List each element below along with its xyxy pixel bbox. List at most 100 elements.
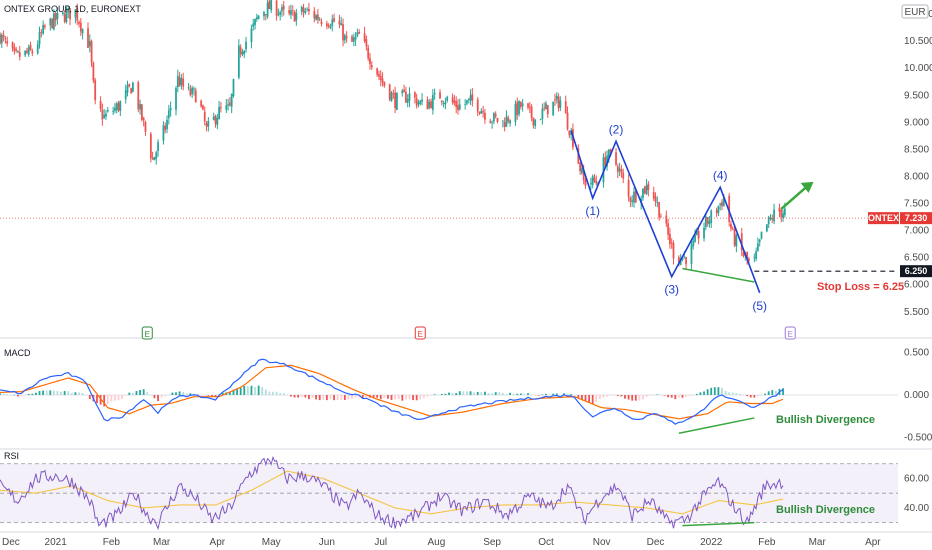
candle-body bbox=[731, 228, 734, 230]
macd-histogram-bar bbox=[581, 395, 583, 400]
candle-body bbox=[151, 158, 154, 160]
candle-body bbox=[507, 117, 510, 122]
macd-histogram-bar bbox=[38, 391, 41, 395]
macd-histogram-bar bbox=[42, 390, 45, 395]
candle-body bbox=[257, 15, 260, 19]
earnings-marker bbox=[414, 326, 426, 340]
candle-body bbox=[302, 7, 305, 13]
candle-body bbox=[516, 102, 519, 116]
candle-body bbox=[746, 251, 749, 260]
macd-histogram-bar bbox=[200, 395, 203, 396]
earnings-marker-label: E bbox=[788, 330, 793, 339]
candle-body bbox=[126, 85, 129, 93]
candle-body bbox=[433, 92, 436, 95]
candle-body bbox=[419, 100, 422, 105]
candle-body bbox=[589, 183, 592, 184]
candle-body bbox=[717, 206, 720, 214]
rsi-line bbox=[0, 455, 784, 531]
candle-body bbox=[88, 40, 91, 47]
candle-body bbox=[446, 96, 449, 101]
candle-body bbox=[480, 110, 483, 114]
candle-body bbox=[369, 58, 371, 65]
macd-histogram-bar bbox=[304, 395, 307, 398]
candle-body bbox=[595, 180, 598, 184]
macd-histogram-bar bbox=[699, 392, 702, 395]
candle-body bbox=[783, 208, 786, 216]
candle-body bbox=[202, 105, 204, 110]
macd-histogram-bar bbox=[749, 395, 752, 398]
candle-body bbox=[780, 209, 783, 218]
macd-histogram-bar bbox=[491, 393, 494, 395]
macd-histogram-bar bbox=[311, 395, 314, 399]
candle-body bbox=[112, 110, 115, 112]
macd-histogram-bar bbox=[275, 391, 278, 395]
macd-histogram-bar bbox=[685, 395, 687, 397]
candle-body bbox=[300, 6, 303, 12]
macd-histogram-bar bbox=[609, 395, 612, 396]
candle-body bbox=[320, 21, 323, 24]
macd-histogram-bar bbox=[652, 394, 655, 396]
candle-body bbox=[56, 13, 59, 19]
candle-body bbox=[281, 7, 283, 12]
candle-body bbox=[194, 90, 197, 103]
earnings-marker bbox=[141, 326, 153, 340]
candle-body bbox=[78, 21, 80, 24]
candle-body bbox=[164, 125, 167, 131]
macd-histogram-bar bbox=[282, 393, 285, 395]
candle-body bbox=[157, 142, 159, 152]
candle-body bbox=[753, 257, 756, 259]
macd-histogram-bar bbox=[351, 395, 353, 400]
candle-body bbox=[695, 231, 698, 236]
candle-body bbox=[426, 99, 429, 110]
candle-body bbox=[290, 10, 292, 15]
candle-body bbox=[38, 32, 41, 45]
candle-body bbox=[708, 221, 711, 225]
candle-body bbox=[765, 224, 768, 232]
candle-body bbox=[325, 23, 328, 27]
candle-body bbox=[31, 50, 34, 54]
wave-label: (3) bbox=[664, 283, 679, 297]
macd-histogram-bar bbox=[415, 395, 418, 401]
candle-body bbox=[656, 202, 659, 204]
candle-body bbox=[51, 18, 53, 29]
target-arrow-head bbox=[800, 181, 814, 193]
candle-body bbox=[52, 13, 55, 30]
macd-histogram-bar bbox=[591, 395, 594, 404]
candle-body bbox=[692, 240, 695, 247]
candle-body bbox=[408, 93, 411, 101]
candle-body bbox=[528, 106, 531, 108]
candle-body bbox=[345, 36, 348, 39]
price-tick-label: 8.000 bbox=[904, 171, 929, 182]
candle-body bbox=[178, 77, 181, 87]
macd-histogram-bar bbox=[135, 391, 138, 395]
candle-body bbox=[250, 28, 253, 43]
macd-histogram-bar bbox=[322, 395, 325, 400]
candle-body bbox=[6, 41, 9, 44]
candle-body bbox=[42, 25, 45, 34]
candle-body bbox=[203, 111, 206, 122]
candle-body bbox=[541, 108, 544, 120]
price-tick-label: 10.500 bbox=[904, 36, 932, 47]
macd-histogram-bar bbox=[512, 393, 515, 395]
macd-histogram-bar bbox=[52, 390, 55, 395]
candle-body bbox=[132, 82, 134, 92]
macd-histogram-bar bbox=[469, 391, 472, 395]
macd-histogram-bar bbox=[142, 389, 145, 395]
macd-histogram-bar bbox=[735, 393, 738, 395]
macd-histogram-bar bbox=[404, 395, 407, 400]
candle-body bbox=[149, 133, 152, 159]
candle-body bbox=[376, 68, 379, 75]
currency-badge bbox=[901, 4, 929, 19]
candle-body bbox=[263, 12, 265, 17]
macd-histogram-bar bbox=[379, 395, 382, 400]
candle-body bbox=[579, 162, 582, 172]
macd-histogram-bar bbox=[760, 394, 763, 396]
candle-body bbox=[227, 104, 229, 106]
macd-histogram-bar bbox=[56, 391, 59, 395]
macd-histogram-bar bbox=[228, 391, 231, 395]
candle-body bbox=[243, 50, 246, 54]
candle-body bbox=[176, 75, 179, 88]
macd-histogram-bar bbox=[88, 395, 91, 400]
candle-body bbox=[0, 34, 3, 44]
candle-body bbox=[2, 34, 5, 38]
